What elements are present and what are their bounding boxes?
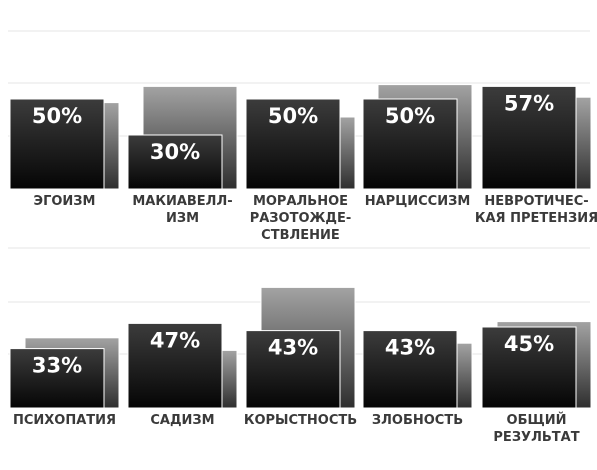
category-label: НЕВРОТИЧЕС-КАЯ ПРЕТЕНЗИЯ (475, 194, 597, 226)
data-label: 30% (150, 140, 200, 164)
data-label: 57% (504, 91, 554, 115)
bar-result (362, 330, 458, 409)
bar-result (481, 85, 577, 190)
category-label: МОРАЛЬНОЕ РАЗОТОЖДЕ-СТВЛЕНИЕ (250, 194, 352, 243)
data-label: 43% (385, 336, 435, 360)
category-label: ОБЩИЙ РЕЗУЛЬТАТ (493, 412, 579, 445)
bar-result (9, 98, 105, 190)
data-label: 50% (268, 104, 318, 128)
bar-result (127, 134, 223, 190)
data-label: 50% (385, 104, 435, 128)
category-label: ЭГОИЗМ (34, 194, 96, 209)
category-label: САДИЗМ (150, 413, 214, 428)
category-label: МАКИАВЕЛЛ-ИЗМ (132, 194, 232, 226)
data-label: 50% (32, 104, 82, 128)
data-label: 45% (504, 332, 554, 356)
category-label: НАРЦИССИЗМ (365, 194, 471, 209)
data-label: 43% (268, 336, 318, 360)
bar-result (127, 322, 223, 409)
data-label: 33% (32, 354, 82, 378)
bar-result (362, 98, 458, 190)
bar-result (481, 326, 577, 409)
bar-result (9, 348, 105, 409)
category-label: ПСИХОПАТИЯ (13, 413, 116, 428)
bar-result (245, 98, 341, 190)
chart-panel-bottom: 33% ПСИХОПАТИЯ 47% САДИЗМ 43% КОРЫСТНОСТЬ 43% З… (8, 247, 592, 445)
chart-panel-top: 50% ЭГОИЗМ 30% МАКИАВЕЛЛ-ИЗМ 50% МОРАЛЬНОЕ РАЗ… (8, 30, 597, 243)
data-label: 47% (150, 328, 200, 352)
bar-result (245, 330, 341, 409)
category-label: ЗЛОБНОСТЬ (372, 413, 463, 428)
category-label: КОРЫСТНОСТЬ (244, 413, 357, 428)
